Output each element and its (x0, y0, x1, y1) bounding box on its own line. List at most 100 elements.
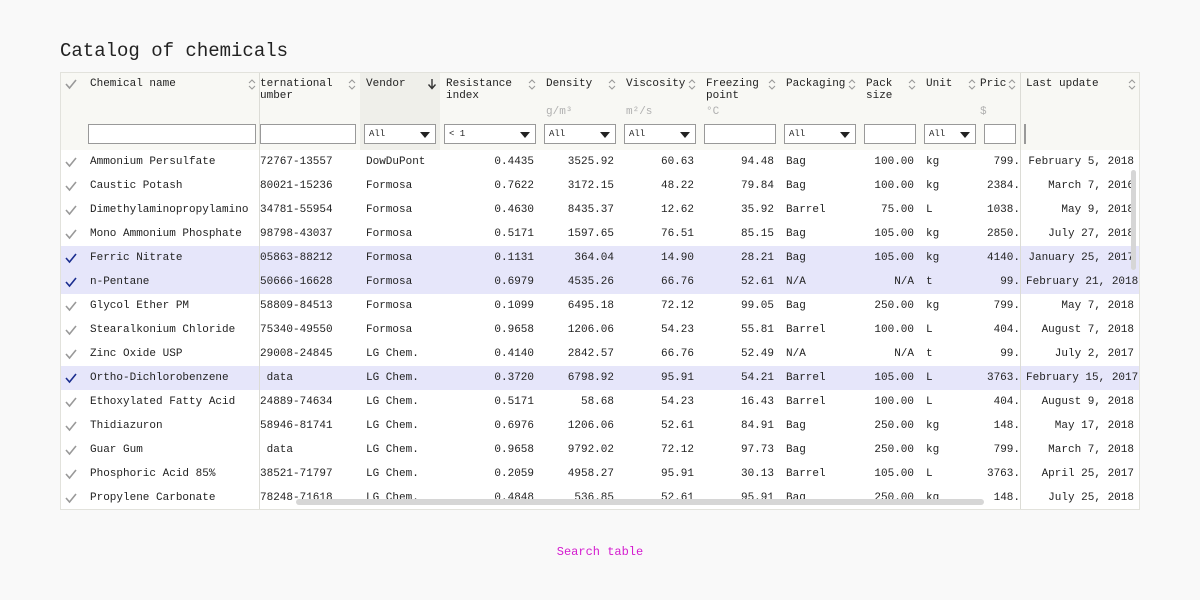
filter-value: All (929, 129, 946, 139)
table-cell: 3763. (986, 372, 1020, 384)
column-header[interactable]: Unit (926, 78, 953, 90)
row-checkbox[interactable] (64, 324, 78, 336)
column-header[interactable]: Last update (1026, 78, 1099, 90)
table-cell: 1206.06 (567, 324, 614, 336)
row-checkbox[interactable] (64, 348, 78, 360)
row-checkbox[interactable] (64, 372, 78, 384)
table-cell: May 9, 2018 (1061, 204, 1134, 216)
column-header[interactable]: Pack size (866, 78, 893, 102)
row-checkbox[interactable] (64, 420, 78, 432)
table-cell: Guar Gum (90, 444, 143, 456)
column-header[interactable]: Resistance index (446, 78, 513, 102)
column-header[interactable]: Freezing point (706, 78, 759, 102)
vertical-scrollbar[interactable] (1131, 170, 1136, 270)
filter-input[interactable] (260, 124, 356, 144)
select-all-checkbox[interactable] (64, 78, 78, 90)
filter-value: All (369, 129, 386, 139)
page-title: Catalog of chemicals (60, 40, 289, 62)
row-checkbox[interactable] (64, 156, 78, 168)
table-cell: 84.91 (740, 420, 774, 432)
row-checkbox[interactable] (64, 204, 78, 216)
table-cell: July 25, 2018 (1048, 492, 1134, 504)
table-cell: 30.13 (740, 468, 774, 480)
table-cell: 58.68 (580, 396, 614, 408)
table-cell: April 25, 2017 (1041, 468, 1134, 480)
table-cell: 28.21 (740, 252, 774, 264)
table-cell: 105.00 (874, 372, 914, 384)
horizontal-scrollbar[interactable] (296, 499, 984, 505)
table-cell: 99. (1000, 276, 1020, 288)
table-cell: 4140. (986, 252, 1020, 264)
row-checkbox[interactable] (64, 180, 78, 192)
row-checkbox[interactable] (64, 396, 78, 408)
table-cell: 0.9658 (494, 324, 534, 336)
table-cell: Formosa (366, 324, 413, 336)
table-cell: Caustic Potash (90, 180, 183, 192)
table-cell: Ortho-Dichlorobenzene (90, 372, 229, 384)
table-cell: 0.1099 (494, 300, 534, 312)
table-cell: 12.62 (660, 204, 694, 216)
filter-input[interactable] (984, 124, 1016, 144)
selected-row (61, 270, 1139, 294)
filter-input[interactable] (88, 124, 256, 144)
column-header[interactable]: Chemical name (90, 78, 176, 90)
table-cell: data (260, 444, 294, 456)
row-checkbox[interactable] (64, 252, 78, 264)
table-cell: 95.91 (660, 372, 694, 384)
table-cell: Formosa (366, 300, 413, 312)
row-checkbox[interactable] (64, 228, 78, 240)
table-cell: L (926, 204, 933, 216)
filter-select[interactable]: All (364, 124, 436, 144)
table-cell: 100.00 (874, 180, 914, 192)
table-cell: 66.76 (660, 348, 694, 360)
frozen-border (259, 73, 260, 509)
table-cell: 79.84 (740, 180, 774, 192)
table-cell: 98798-43037 (260, 228, 333, 240)
table-cell: 72.12 (660, 444, 694, 456)
search-link[interactable]: Search table (556, 546, 644, 558)
table-cell: Mono Ammonium Phosphate (90, 228, 242, 240)
sort-icon (528, 79, 536, 90)
filter-select[interactable]: All (544, 124, 616, 144)
table-cell: N/A (786, 348, 806, 360)
row-checkbox[interactable] (64, 468, 78, 480)
filter-input[interactable] (864, 124, 916, 144)
filter-select[interactable]: All (924, 124, 976, 144)
filter-select[interactable]: All (624, 124, 696, 144)
column-header[interactable]: Price (980, 78, 1006, 90)
column-header[interactable]: Vendor (366, 78, 406, 90)
table-cell: Glycol Ether PM (90, 300, 190, 312)
table-cell: 94.48 (740, 156, 774, 168)
column-header[interactable]: ternational umber (260, 78, 333, 102)
table-cell: 0.1131 (494, 252, 534, 264)
table-cell: 1038. (986, 204, 1020, 216)
table-cell: August 9, 2018 (1041, 396, 1134, 408)
table-cell: 799. (993, 444, 1020, 456)
column-header[interactable]: Density (546, 78, 593, 90)
column-header[interactable]: Viscosity (626, 78, 686, 90)
table-cell: Ammonium Persulfate (90, 156, 216, 168)
table-cell: t (926, 348, 933, 360)
row-checkbox[interactable] (64, 276, 78, 288)
table-cell: 250.00 (874, 444, 914, 456)
column-header[interactable]: Packaging (786, 78, 846, 90)
table-cell: Phosphoric Acid 85% (90, 468, 216, 480)
sort-icon (688, 79, 696, 90)
filter-input[interactable] (704, 124, 776, 144)
sort-icon (248, 79, 256, 90)
filter-input[interactable] (1024, 124, 1026, 144)
table-cell: 3763. (986, 468, 1020, 480)
row-checkbox[interactable] (64, 492, 78, 504)
row-checkbox[interactable] (64, 444, 78, 456)
table-cell: Bag (786, 252, 806, 264)
table-cell: 250.00 (874, 420, 914, 432)
table-cell: Bag (786, 420, 806, 432)
filter-select[interactable]: < 1 (444, 124, 536, 144)
row-checkbox[interactable] (64, 300, 78, 312)
table-cell: 0.7622 (494, 180, 534, 192)
table-cell: 1597.65 (567, 228, 614, 240)
table-cell: 4535.26 (567, 276, 614, 288)
filter-select[interactable]: All (784, 124, 856, 144)
table-cell: May 7, 2018 (1061, 300, 1134, 312)
filter-value: All (629, 129, 646, 139)
